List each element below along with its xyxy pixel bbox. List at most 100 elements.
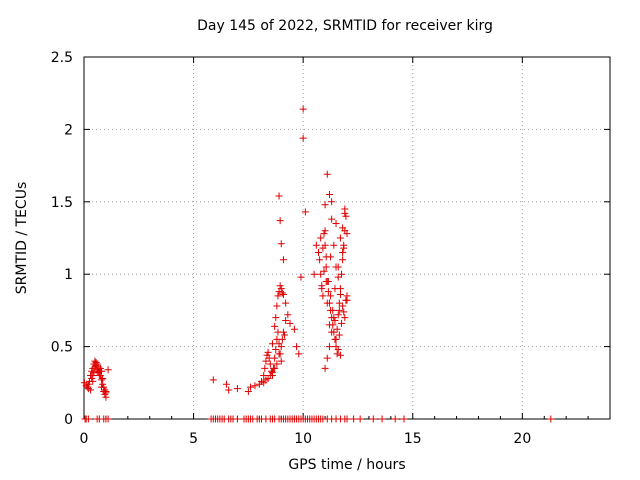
data-point	[400, 415, 408, 423]
data-point	[301, 208, 309, 216]
x-axis-label: GPS time / hours	[288, 457, 406, 473]
data-point	[278, 289, 286, 297]
data-point	[333, 325, 341, 333]
data-point	[279, 290, 287, 298]
data-point	[80, 379, 88, 387]
data-point	[342, 296, 350, 304]
data-point	[244, 387, 252, 395]
data-point	[341, 314, 349, 322]
data-point	[96, 372, 104, 380]
data-point	[331, 285, 339, 293]
data-point	[339, 248, 347, 256]
data-point	[331, 317, 339, 325]
data-point	[299, 134, 307, 142]
data-point	[282, 317, 290, 325]
data-point	[247, 383, 255, 391]
data-point	[99, 380, 107, 388]
data-point	[233, 415, 241, 423]
data-point	[339, 256, 347, 264]
data-point	[276, 217, 284, 225]
data-point	[322, 263, 330, 271]
data-point	[334, 311, 342, 319]
data-point	[260, 372, 268, 380]
x-tick-label: 5	[189, 431, 198, 447]
data-point	[323, 354, 331, 362]
data-point	[104, 366, 112, 374]
data-point	[321, 241, 329, 249]
y-axis-label: SRMTID / TECUs	[14, 181, 30, 295]
data-point	[297, 273, 305, 281]
data-point	[102, 387, 110, 395]
data-point	[335, 306, 343, 314]
data-point	[332, 335, 340, 343]
x-tick-label: 15	[404, 431, 422, 447]
x-tick-label: 10	[294, 431, 312, 447]
data-point	[270, 364, 278, 372]
data-point	[273, 360, 281, 368]
data-point	[334, 273, 342, 281]
data-point	[98, 383, 106, 391]
data-point	[350, 415, 358, 423]
data-point	[277, 357, 285, 365]
data-point	[333, 350, 341, 358]
data-point	[266, 360, 274, 368]
data-point	[325, 191, 333, 199]
data-point	[324, 288, 332, 296]
data-point	[268, 372, 276, 380]
y-tick-label: 2.5	[51, 50, 73, 66]
data-point	[339, 224, 347, 232]
data-point	[315, 248, 323, 256]
data-point	[295, 350, 303, 358]
data-point	[325, 343, 333, 351]
data-point	[251, 382, 259, 390]
data-point	[93, 360, 101, 368]
data-point	[321, 364, 329, 372]
data-point	[84, 385, 92, 393]
data-point	[90, 369, 98, 377]
data-point	[83, 383, 91, 391]
data-point	[271, 354, 279, 362]
data-point	[343, 415, 351, 423]
data-point	[271, 322, 279, 330]
data-point	[261, 364, 269, 372]
data-point	[391, 415, 399, 423]
data-point	[264, 348, 272, 356]
data-point	[369, 415, 377, 423]
data-point	[88, 374, 96, 382]
data-point	[334, 345, 342, 353]
data-point	[329, 306, 337, 314]
y-tick-label: 2	[64, 122, 73, 138]
data-point	[275, 192, 283, 200]
data-point	[281, 331, 289, 339]
data-point	[276, 350, 284, 358]
data-point	[275, 340, 283, 348]
data-point	[321, 201, 329, 209]
chart-title: Day 145 of 2022, SRMTID for receiver kir…	[197, 18, 493, 34]
data-point	[277, 240, 285, 248]
data-point	[93, 367, 101, 375]
data-point	[342, 212, 350, 220]
data-point	[209, 376, 217, 384]
data-point	[320, 230, 328, 238]
data-point	[336, 351, 344, 359]
data-point	[284, 311, 292, 319]
data-point	[334, 263, 342, 271]
data-point	[276, 282, 284, 290]
data-point	[338, 270, 346, 278]
data-point	[278, 335, 286, 343]
data-point	[319, 292, 327, 300]
data-point	[89, 377, 97, 385]
data-point	[340, 244, 348, 252]
data-point	[272, 345, 280, 353]
data-point	[262, 357, 270, 365]
data-point	[279, 328, 287, 336]
data-point	[335, 299, 343, 307]
data-point	[317, 270, 325, 278]
data-point	[318, 282, 326, 290]
data-point	[323, 299, 331, 307]
data-point	[547, 415, 555, 423]
data-point	[316, 256, 324, 264]
data-point	[338, 319, 346, 327]
data-point	[332, 220, 340, 228]
data-point	[225, 386, 233, 394]
